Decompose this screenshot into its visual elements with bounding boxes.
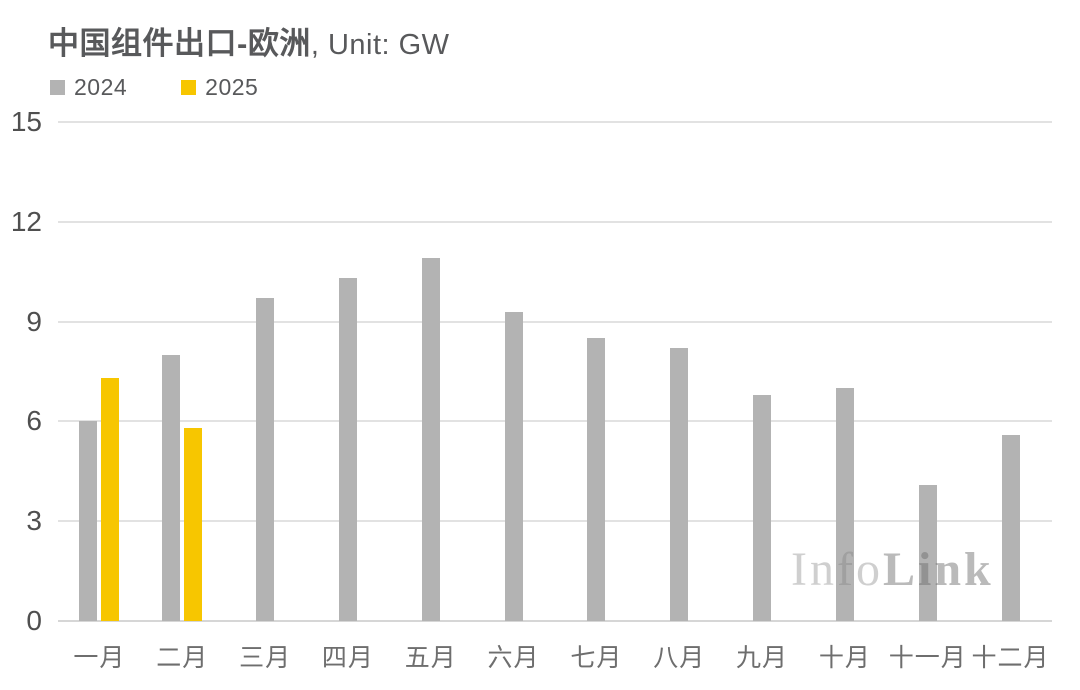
bar-2024-九月 [753, 394, 772, 621]
month-group-6 [472, 122, 555, 621]
bar-groups [58, 122, 1052, 621]
month-group-9 [721, 122, 804, 621]
bar-2024-五月 [421, 258, 440, 621]
x-tick-label-九月: 九月 [736, 644, 789, 672]
chart-title-unit: , Unit: GW [310, 29, 450, 61]
chart-title-main: 中国组件出口-欧洲 [48, 26, 311, 61]
bar-2024-二月 [162, 354, 181, 621]
x-tick-label-一月: 一月 [73, 644, 126, 672]
x-tick-label-十二月: 十二月 [971, 644, 1050, 672]
bar-2024-一月 [79, 421, 98, 621]
gridline-3 [58, 520, 1052, 523]
y-tick-label-3: 3 [26, 505, 42, 537]
month-group-4 [306, 122, 389, 621]
month-group-7 [555, 122, 638, 621]
y-tick-label-15: 15 [10, 106, 42, 137]
gridline-6 [58, 420, 1052, 423]
month-group-12 [969, 122, 1052, 621]
y-tick-label-0: 0 [26, 605, 42, 636]
x-axis: 一月 二月 三月 四月 五月 六月 七月 八月 九月 十月 十一月 十二月 [58, 638, 1052, 674]
bar-2024-三月 [256, 298, 275, 621]
month-group-10 [803, 122, 886, 621]
gridline-15 [58, 121, 1052, 123]
x-tick-label-四月: 四月 [321, 644, 374, 672]
bar-2024-四月 [338, 278, 357, 621]
y-axis: 0 3 6 9 12 15 [0, 108, 48, 635]
month-group-11 [886, 122, 969, 621]
x-tick-label-三月: 三月 [239, 644, 292, 672]
legend-label: 2024 [74, 74, 128, 100]
bar-2025-一月 [101, 378, 120, 621]
chart-title: 中国组件出口-欧洲, Unit: GW [48, 18, 450, 63]
legend-item-2024: 2024 [50, 74, 127, 101]
legend-item-2025: 2025 [181, 74, 258, 101]
legend: 2024 2025 [50, 74, 258, 101]
legend-swatch-2024 [50, 80, 65, 95]
bar-2024-十二月 [1001, 434, 1020, 621]
bar-2024-八月 [670, 348, 689, 621]
x-tick-label-七月: 七月 [570, 644, 623, 672]
month-group-5 [389, 122, 472, 621]
month-group-2 [141, 122, 224, 621]
month-group-8 [638, 122, 721, 621]
x-tick-label-二月: 二月 [156, 644, 209, 672]
bar-2024-六月 [504, 311, 523, 621]
bar-2024-七月 [587, 338, 606, 621]
bar-2025-二月 [184, 428, 203, 621]
bar-2024-十一月 [918, 484, 937, 621]
gridline-9 [58, 320, 1052, 323]
x-tick-label-六月: 六月 [487, 644, 540, 672]
y-tick-label-12: 12 [10, 205, 42, 237]
y-tick-label-9: 9 [26, 305, 42, 337]
month-group-1 [58, 122, 141, 621]
gridline-12 [58, 220, 1052, 223]
legend-label: 2025 [205, 74, 259, 100]
x-tick-label-八月: 八月 [653, 644, 706, 672]
month-group-3 [224, 122, 307, 621]
y-tick-label-6: 6 [26, 405, 42, 437]
x-tick-label-十一月: 十一月 [888, 644, 967, 672]
legend-swatch-2025 [181, 80, 197, 95]
plot-area [58, 121, 1052, 622]
gridline-0 [58, 620, 1052, 622]
x-tick-label-五月: 五月 [404, 644, 457, 672]
x-tick-label-十月: 十月 [818, 644, 871, 672]
bar-2024-十月 [835, 388, 854, 621]
